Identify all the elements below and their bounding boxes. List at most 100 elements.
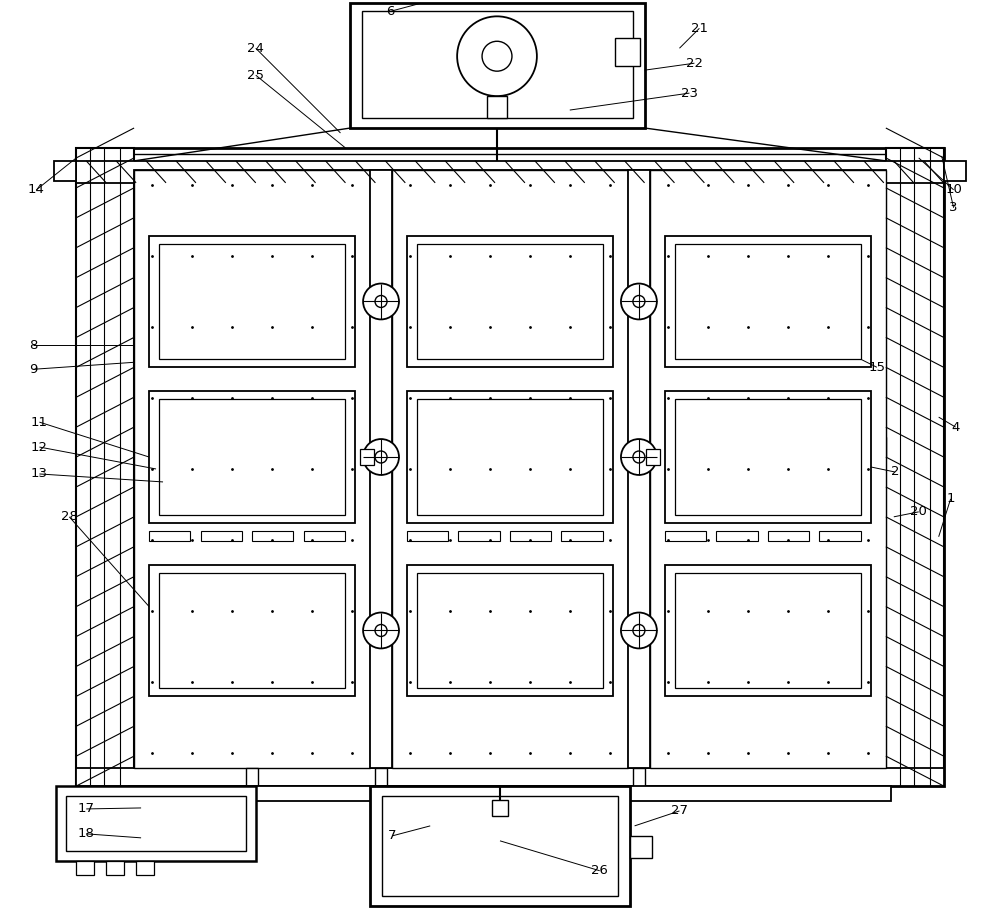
Bar: [159, 244, 345, 359]
Text: 8: 8: [29, 339, 38, 352]
Bar: [944, 160, 966, 181]
Bar: [615, 39, 640, 66]
Bar: [84, 154, 936, 780]
Bar: [149, 236, 355, 368]
Bar: [76, 148, 944, 786]
Bar: [159, 399, 345, 514]
Bar: [76, 160, 944, 182]
Bar: [304, 531, 345, 541]
Bar: [134, 433, 152, 447]
Bar: [675, 572, 861, 689]
Bar: [510, 531, 551, 541]
Text: 26: 26: [591, 864, 608, 878]
Bar: [417, 244, 603, 359]
Bar: [159, 572, 345, 689]
Text: 28: 28: [61, 511, 78, 524]
Text: 12: 12: [31, 440, 48, 454]
Circle shape: [375, 624, 387, 636]
Bar: [370, 170, 392, 768]
Bar: [106, 861, 124, 875]
Bar: [149, 392, 355, 523]
Circle shape: [633, 451, 645, 463]
Bar: [149, 531, 190, 541]
Bar: [362, 11, 633, 118]
Bar: [252, 531, 293, 541]
Bar: [458, 531, 500, 541]
Text: 25: 25: [247, 69, 264, 82]
Bar: [819, 531, 861, 541]
Bar: [665, 392, 871, 523]
Bar: [407, 565, 613, 696]
Text: 22: 22: [686, 57, 703, 70]
Bar: [487, 96, 507, 118]
Circle shape: [363, 439, 399, 475]
Bar: [675, 399, 861, 514]
Circle shape: [621, 283, 657, 319]
Bar: [492, 800, 508, 816]
Bar: [246, 768, 258, 788]
Text: 3: 3: [949, 201, 958, 215]
Text: 4: 4: [951, 421, 960, 434]
Text: 1: 1: [946, 492, 955, 505]
Bar: [76, 148, 134, 786]
Bar: [407, 531, 448, 541]
Text: 23: 23: [681, 86, 698, 100]
Bar: [417, 399, 603, 514]
Bar: [716, 531, 758, 541]
Text: 13: 13: [31, 468, 48, 481]
Bar: [360, 449, 374, 465]
Text: 17: 17: [78, 802, 95, 815]
Text: 24: 24: [247, 42, 264, 55]
Circle shape: [633, 624, 645, 636]
Circle shape: [621, 439, 657, 475]
Bar: [370, 786, 630, 906]
Text: 14: 14: [28, 183, 45, 196]
Text: 15: 15: [868, 360, 885, 374]
Bar: [66, 796, 246, 851]
Bar: [134, 170, 370, 768]
Circle shape: [363, 613, 399, 648]
Bar: [54, 160, 76, 181]
Circle shape: [633, 295, 645, 307]
Circle shape: [375, 295, 387, 307]
Bar: [646, 449, 660, 465]
Text: 9: 9: [29, 363, 38, 376]
Text: 27: 27: [671, 804, 688, 817]
Circle shape: [482, 41, 512, 72]
Bar: [134, 170, 886, 768]
Circle shape: [375, 451, 387, 463]
Bar: [350, 4, 645, 128]
Bar: [886, 148, 944, 786]
Bar: [561, 531, 603, 541]
Bar: [407, 392, 613, 523]
Bar: [134, 451, 152, 465]
Bar: [76, 768, 944, 786]
Bar: [665, 531, 706, 541]
Bar: [665, 565, 871, 696]
Bar: [868, 437, 886, 457]
Text: 10: 10: [945, 183, 962, 196]
Text: 6: 6: [386, 5, 395, 17]
Bar: [633, 768, 645, 788]
Bar: [407, 236, 613, 368]
Bar: [628, 170, 650, 768]
Text: 11: 11: [31, 415, 48, 428]
Text: 18: 18: [78, 827, 95, 840]
Bar: [76, 861, 94, 875]
Bar: [201, 531, 242, 541]
Circle shape: [621, 613, 657, 648]
Circle shape: [363, 283, 399, 319]
Text: 20: 20: [910, 505, 927, 518]
Bar: [136, 861, 154, 875]
Bar: [665, 236, 871, 368]
Bar: [650, 170, 886, 768]
Bar: [392, 170, 628, 768]
Text: 2: 2: [891, 466, 899, 479]
Bar: [149, 565, 355, 696]
Bar: [129, 786, 891, 801]
Bar: [768, 531, 809, 541]
Text: 21: 21: [691, 22, 708, 35]
Bar: [56, 786, 256, 861]
Bar: [382, 796, 618, 896]
Bar: [630, 836, 652, 857]
